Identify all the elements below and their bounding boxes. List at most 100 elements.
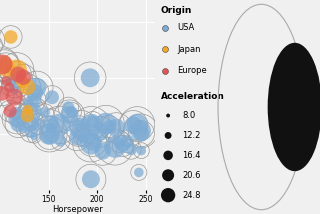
Point (117, 140, 122, 143)
Point (15, 117, 20, 120)
Point (32, 135, 37, 138)
Point (3, 66, 8, 70)
Point (47, 132, 52, 136)
Point (25, 108, 30, 111)
Point (34, 86, 39, 89)
Point (77, 124, 82, 127)
Point (32, 98, 37, 102)
Point (16, 122, 21, 126)
Point (25, 85, 30, 89)
Point (125, 140, 130, 143)
Point (30, 109, 36, 113)
Point (14, 68, 19, 71)
Point (88, 178, 93, 181)
Point (135, 122, 140, 126)
Point (8, 109, 13, 113)
Point (78, 137, 84, 140)
Text: 12.2: 12.2 (182, 131, 201, 140)
Point (165, 134, 171, 137)
Point (58, 139, 63, 143)
Point (112, 145, 117, 149)
Point (21, 76, 26, 79)
Point (49, 127, 54, 131)
Point (24, 108, 29, 111)
Point (28, 130, 34, 133)
Point (163, 26, 168, 30)
Point (77, 124, 82, 127)
Point (88, 76, 93, 80)
Point (67, 113, 72, 117)
Point (78, 137, 84, 140)
Point (12, 95, 17, 99)
Point (88, 142, 93, 146)
Point (0, 63, 5, 66)
Point (74, 136, 79, 139)
Point (28, 130, 34, 133)
Point (100, 149, 105, 153)
Point (69, 110, 74, 114)
Point (88, 142, 93, 146)
X-axis label: Horsepower: Horsepower (52, 205, 103, 214)
Point (89, 123, 94, 127)
Point (165, 193, 171, 197)
Point (10, 79, 15, 82)
Text: 20.6: 20.6 (182, 171, 201, 180)
Point (26, 101, 31, 104)
Point (26, 101, 31, 104)
Text: 24.8: 24.8 (182, 191, 201, 200)
Point (3, 66, 8, 70)
Point (32, 91, 37, 94)
Point (112, 145, 117, 149)
Point (120, 144, 125, 148)
Point (42, 111, 47, 114)
Point (69, 110, 74, 114)
Point (165, 154, 171, 157)
Point (16, 122, 21, 126)
Point (66, 106, 71, 109)
Point (20, 127, 26, 130)
Point (13, 112, 19, 115)
Point (74, 136, 79, 139)
Point (89, 123, 94, 127)
Point (90, 119, 95, 123)
Point (20, 80, 25, 83)
Point (50, 96, 55, 99)
Point (97, 130, 102, 134)
Point (139, 132, 144, 135)
Point (25, 108, 30, 111)
Point (7, 86, 12, 89)
Point (135, 122, 140, 126)
Point (24, 108, 29, 111)
Point (138, 129, 143, 133)
Point (15, 117, 20, 120)
Point (25, 85, 30, 89)
Point (66, 106, 71, 109)
Point (129, 148, 134, 151)
Point (36, 122, 41, 126)
Text: 16.4: 16.4 (182, 151, 201, 160)
Point (4, 79, 9, 83)
Point (7, 86, 12, 89)
Point (0, 63, 5, 66)
Point (131, 123, 136, 127)
Point (117, 140, 122, 143)
Point (67, 113, 72, 117)
Point (131, 123, 136, 127)
Point (12, 87, 17, 90)
Point (21, 76, 26, 79)
Point (136, 171, 141, 174)
Point (48, 121, 53, 125)
Point (14, 68, 19, 71)
Point (78, 127, 83, 130)
Point (0, 92, 4, 95)
Text: Origin: Origin (161, 6, 192, 15)
Point (30, 109, 36, 113)
Point (81, 136, 86, 140)
Point (8, 35, 13, 39)
Point (20, 127, 26, 130)
Point (4, 79, 9, 83)
Point (88, 178, 93, 181)
Point (32, 91, 37, 94)
Point (12, 95, 17, 99)
Point (90, 119, 95, 123)
